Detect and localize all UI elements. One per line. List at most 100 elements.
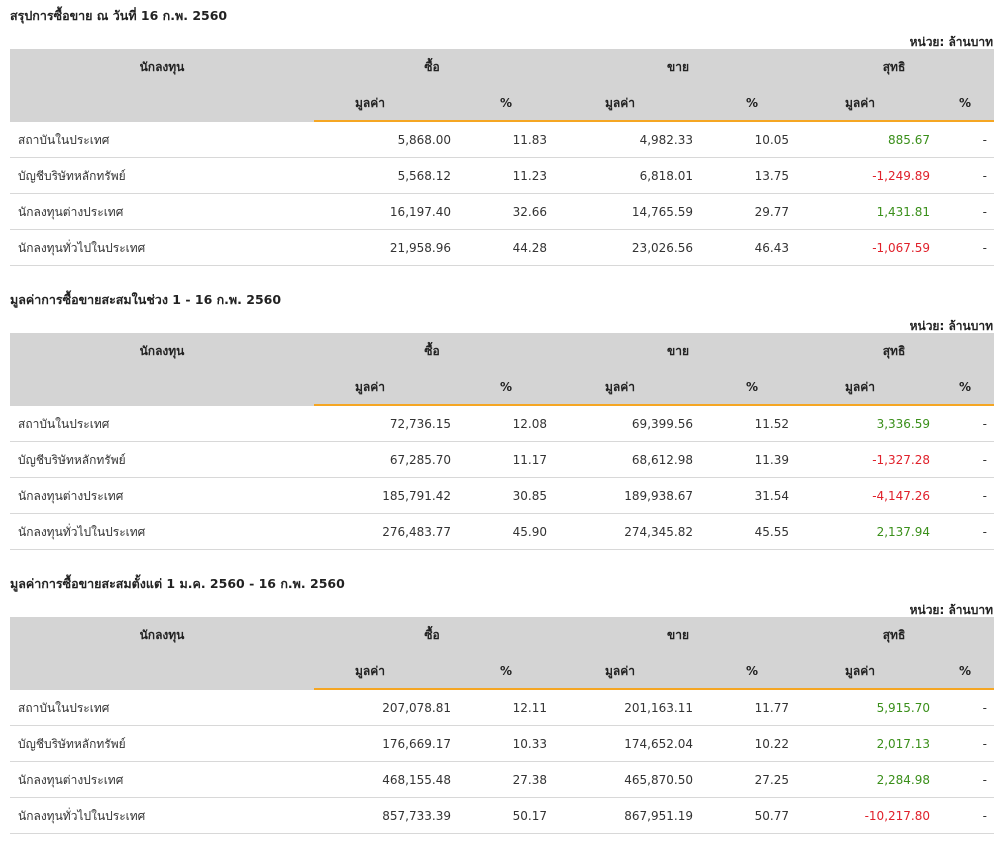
buy-percent: 12.11 xyxy=(512,701,547,715)
sell-percent: 45.55 xyxy=(754,525,789,539)
header-investor: นักลงทุน xyxy=(139,628,185,642)
header-percent: % xyxy=(499,96,513,110)
header-percent: % xyxy=(958,664,972,678)
net-percent: - xyxy=(982,205,987,219)
header-percent: % xyxy=(499,380,513,394)
table-subheader: มูลค่า มูลค่า มูลค่า%%% xyxy=(10,653,994,690)
table-row: นักลงทุนทั่วไปในประเทศ 857,733.39 50.17 867… xyxy=(10,798,994,834)
sell-value: 274,345.82 xyxy=(624,525,693,539)
investor-name: นักลงทุนต่างประเทศ xyxy=(18,205,124,219)
buy-value: 21,958.96 xyxy=(389,241,451,255)
net-value: 5,915.70 xyxy=(876,701,930,715)
trading-table: นักลงทุน ซื้อ ขาย สุทธิ มูลค่า มูลค่า มูลค่า%%… xyxy=(10,333,994,550)
investor-name: บัญชีบริษัทหลักทรัพย์ xyxy=(18,453,126,467)
net-percent: - xyxy=(982,241,987,255)
investor-name: นักลงทุนทั่วไปในประเทศ xyxy=(18,809,146,823)
section-title: มูลค่าการซื้อขายสะสมตั้งแต่ 1 ม.ค. 2560 … xyxy=(10,576,345,591)
table-row: บัญชีบริษัทหลักทรัพย์ 176,669.17 10.33 174,… xyxy=(10,726,994,762)
net-value: -1,249.89 xyxy=(872,169,930,183)
net-value: 2,284.98 xyxy=(876,773,930,787)
header-sell: ขาย xyxy=(667,60,689,74)
net-value: -1,327.28 xyxy=(872,453,930,467)
section-title: สรุปการซื้อขาย ณ วันที่ 16 ก.พ. 2560 xyxy=(10,8,228,23)
buy-percent: 30.85 xyxy=(512,489,547,503)
header-percent: % xyxy=(958,96,972,110)
header-accent-underline xyxy=(314,404,994,406)
header-net: สุทธิ xyxy=(882,344,906,358)
table-header-group: นักลงทุน ซื้อ ขาย สุทธิ xyxy=(10,333,994,369)
header-percent: % xyxy=(745,664,759,678)
section-title: มูลค่าการซื้อขายสะสมในช่วง 1 - 16 ก.พ. 2… xyxy=(10,292,282,307)
sell-percent: 27.25 xyxy=(754,773,789,787)
sell-percent: 50.77 xyxy=(754,809,789,823)
sell-percent: 31.54 xyxy=(754,489,789,503)
buy-value: 207,078.81 xyxy=(382,701,451,715)
buy-value: 276,483.77 xyxy=(382,525,451,539)
table-row: สถาบันในประเทศ 72,736.15 12.08 69,399.56 11.… xyxy=(10,406,994,442)
sell-percent: 11.77 xyxy=(754,701,789,715)
table-subheader: มูลค่า มูลค่า มูลค่า%%% xyxy=(10,369,994,406)
investor-name: บัญชีบริษัทหลักทรัพย์ xyxy=(18,169,126,183)
header-value: มูลค่า xyxy=(354,664,386,678)
sell-value: 23,026.56 xyxy=(631,241,693,255)
net-percent: - xyxy=(982,701,987,715)
buy-percent: 45.90 xyxy=(512,525,547,539)
unit-label: หน่วย: ล้านบาท xyxy=(909,603,993,617)
buy-percent: 12.08 xyxy=(512,417,547,431)
header-accent-underline xyxy=(314,688,994,690)
buy-value: 468,155.48 xyxy=(382,773,451,787)
sell-value: 174,652.04 xyxy=(624,737,693,751)
net-value: -10,217.80 xyxy=(864,809,930,823)
sell-percent: 10.05 xyxy=(754,133,789,147)
buy-value: 16,197.40 xyxy=(389,205,451,219)
investor-name: สถาบันในประเทศ xyxy=(18,417,110,431)
table-row: นักลงทุนทั่วไปในประเทศ 21,958.96 44.28 23,0… xyxy=(10,230,994,266)
header-accent-underline xyxy=(314,120,994,122)
net-value: -1,067.59 xyxy=(872,241,930,255)
table-row: สถาบันในประเทศ 5,868.00 11.83 4,982.33 10.05… xyxy=(10,122,994,158)
header-percent: % xyxy=(499,664,513,678)
sell-value: 4,982.33 xyxy=(639,133,693,147)
header-value: มูลค่า xyxy=(354,380,386,394)
net-value: 885.67 xyxy=(888,133,930,147)
buy-value: 857,733.39 xyxy=(382,809,451,823)
header-value: มูลค่า xyxy=(354,96,386,110)
sell-value: 14,765.59 xyxy=(631,205,693,219)
table-row: บัญชีบริษัทหลักทรัพย์ 5,568.12 11.23 6,818.… xyxy=(10,158,994,194)
net-value: 2,017.13 xyxy=(876,737,930,751)
investor-name: นักลงทุนทั่วไปในประเทศ xyxy=(18,525,146,539)
header-net: สุทธิ xyxy=(882,628,906,642)
buy-percent: 10.33 xyxy=(512,737,547,751)
buy-percent: 50.17 xyxy=(512,809,547,823)
sell-percent: 29.77 xyxy=(754,205,789,219)
sell-value: 6,818.01 xyxy=(639,169,693,183)
header-sell: ขาย xyxy=(667,344,689,358)
buy-value: 5,568.12 xyxy=(397,169,451,183)
header-investor: นักลงทุน xyxy=(139,60,185,74)
sell-percent: 11.39 xyxy=(754,453,789,467)
header-percent: % xyxy=(745,380,759,394)
net-value: 3,336.59 xyxy=(876,417,930,431)
header-investor: นักลงทุน xyxy=(139,344,185,358)
table-subheader: มูลค่า มูลค่า มูลค่า%%% xyxy=(10,85,994,122)
sell-value: 465,870.50 xyxy=(624,773,693,787)
header-percent: % xyxy=(745,96,759,110)
buy-value: 185,791.42 xyxy=(382,489,451,503)
net-percent: - xyxy=(982,489,987,503)
table-row: บัญชีบริษัทหลักทรัพย์ 67,285.70 11.17 68,61… xyxy=(10,442,994,478)
buy-percent: 11.83 xyxy=(512,133,547,147)
net-value: 2,137.94 xyxy=(876,525,930,539)
investor-name: สถาบันในประเทศ xyxy=(18,701,110,715)
table-row: สถาบันในประเทศ 207,078.81 12.11 201,163.11 1… xyxy=(10,690,994,726)
buy-value: 72,736.15 xyxy=(389,417,451,431)
table-row: นักลงทุนทั่วไปในประเทศ 276,483.77 45.90 274… xyxy=(10,514,994,550)
net-percent: - xyxy=(982,773,987,787)
sell-value: 69,399.56 xyxy=(631,417,693,431)
net-value: -4,147.26 xyxy=(872,489,930,503)
sell-value: 867,951.19 xyxy=(624,809,693,823)
sell-value: 189,938.67 xyxy=(624,489,693,503)
header-sell: ขาย xyxy=(667,628,689,642)
sell-percent: 10.22 xyxy=(754,737,789,751)
summary-section: มูลค่าการซื้อขายสะสมตั้งแต่ 1 ม.ค. 2560 … xyxy=(0,568,1003,845)
buy-percent: 44.28 xyxy=(512,241,547,255)
